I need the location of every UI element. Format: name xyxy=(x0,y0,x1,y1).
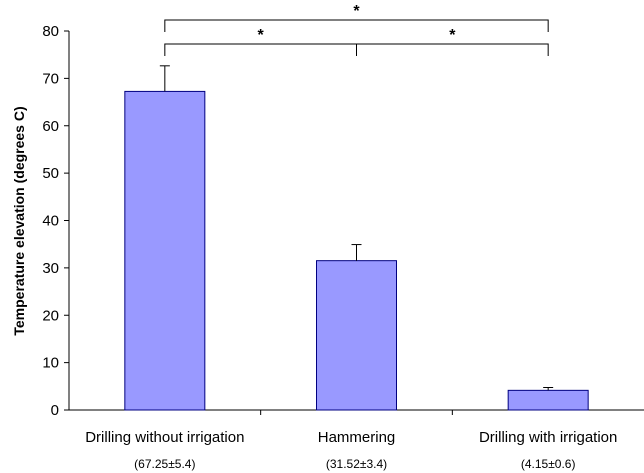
significance-bracket xyxy=(356,43,549,56)
x-tick-labels: Drilling without irrigation (67.25±5.4) Ha… xyxy=(85,429,617,471)
y-tick-label: 60 xyxy=(42,118,59,135)
y-tick-label: 40 xyxy=(42,213,59,230)
y-tick-label: 10 xyxy=(42,355,59,372)
x-tick-sublabel: (31.52±3.4) xyxy=(326,457,387,471)
significance-bracket xyxy=(164,43,357,56)
error-bars xyxy=(159,65,554,391)
axes: 0 10 20 30 40 50 60 70 80 xyxy=(42,23,644,419)
significance-label: * xyxy=(258,27,265,44)
x-tick-sublabel: (4.15±0.6) xyxy=(521,457,576,471)
significance-label: * xyxy=(449,27,456,44)
y-tick-label: 20 xyxy=(42,307,59,324)
y-tick-label: 80 xyxy=(42,23,59,40)
y-axis-label: Temperature elevation (degrees C) xyxy=(11,106,27,335)
y-tick-label: 0 xyxy=(51,402,59,419)
x-tick-label: Hammering xyxy=(318,429,396,446)
significance-label: * xyxy=(353,3,360,20)
x-tick-label: Drilling without irrigation xyxy=(85,429,244,446)
x-tick-sublabel: (67.25±5.4) xyxy=(134,457,195,471)
bar xyxy=(316,260,397,411)
bars xyxy=(124,90,589,411)
x-tick-label: Drilling with irrigation xyxy=(479,429,617,446)
y-tick-label: 70 xyxy=(42,70,59,87)
bar xyxy=(507,389,589,411)
y-tick-label: 50 xyxy=(42,165,59,182)
significance-bracket xyxy=(164,19,549,32)
y-tick-label: 30 xyxy=(42,260,59,277)
bar xyxy=(124,90,206,411)
significance-brackets: * * * xyxy=(164,3,549,56)
